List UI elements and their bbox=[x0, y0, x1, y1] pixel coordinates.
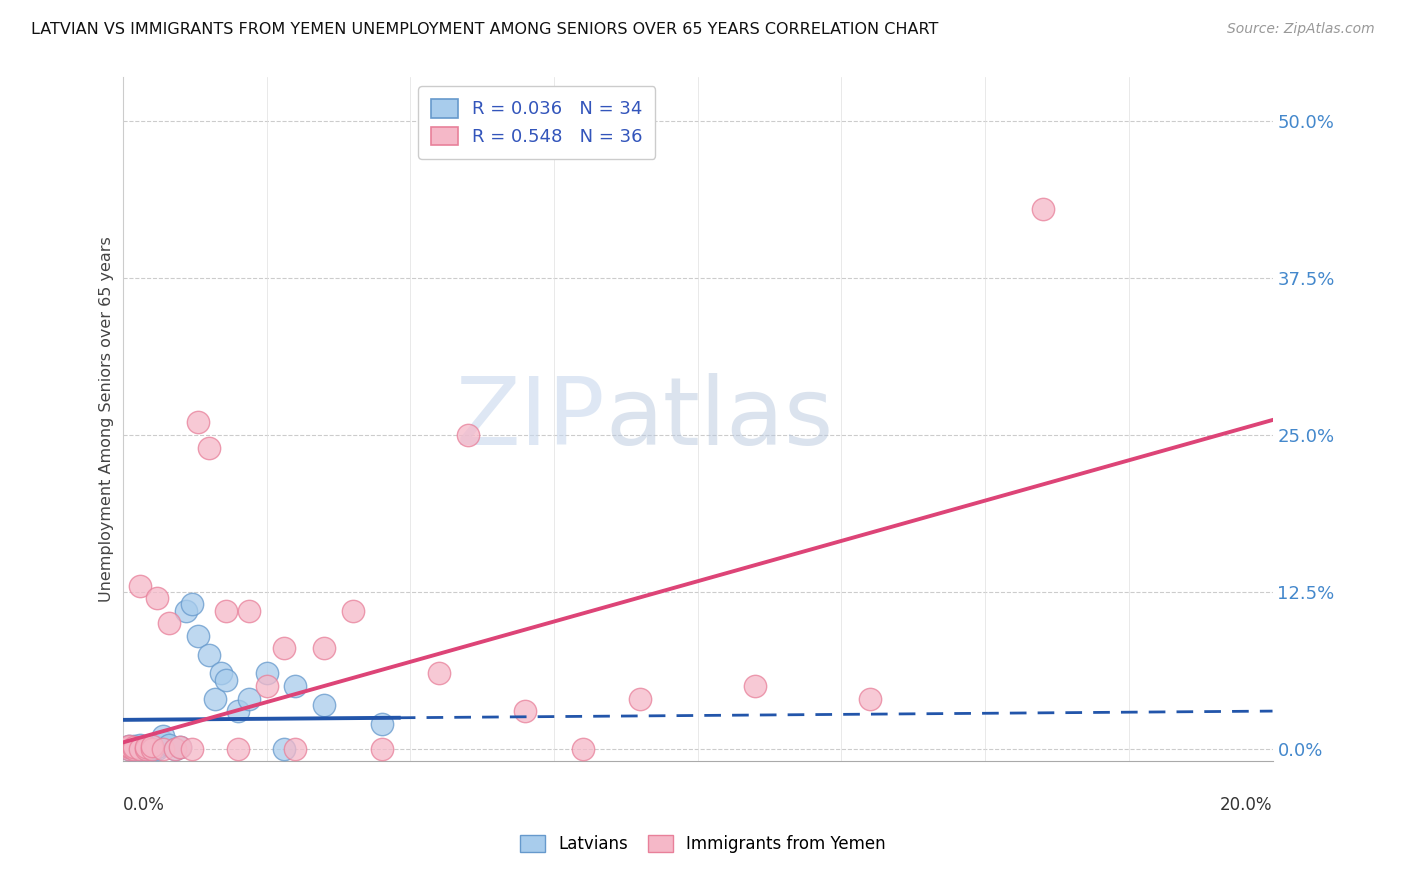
Point bbox=[209, 666, 232, 681]
Point bbox=[370, 716, 392, 731]
Point bbox=[124, 739, 146, 754]
Point bbox=[370, 741, 392, 756]
Point bbox=[146, 591, 169, 606]
Point bbox=[117, 739, 139, 754]
Point bbox=[163, 741, 186, 756]
Point bbox=[152, 729, 174, 743]
Point bbox=[198, 648, 221, 662]
Text: LATVIAN VS IMMIGRANTS FROM YEMEN UNEMPLOYMENT AMONG SENIORS OVER 65 YEARS CORREL: LATVIAN VS IMMIGRANTS FROM YEMEN UNEMPLO… bbox=[31, 22, 938, 37]
Point bbox=[284, 741, 307, 756]
Point bbox=[152, 735, 174, 749]
Point bbox=[141, 741, 163, 756]
Point bbox=[238, 604, 260, 618]
Point bbox=[427, 666, 450, 681]
Point bbox=[117, 741, 139, 756]
Point bbox=[312, 641, 335, 656]
Point bbox=[124, 741, 146, 756]
Point bbox=[571, 741, 593, 756]
Point bbox=[312, 698, 335, 712]
Point bbox=[129, 740, 152, 755]
Point bbox=[628, 691, 651, 706]
Text: 0.0%: 0.0% bbox=[122, 797, 165, 814]
Point bbox=[187, 629, 209, 643]
Point bbox=[515, 704, 537, 718]
Point bbox=[146, 741, 169, 756]
Point bbox=[169, 740, 191, 755]
Point bbox=[226, 741, 249, 756]
Point bbox=[129, 741, 152, 756]
Point bbox=[256, 666, 278, 681]
Point bbox=[129, 741, 152, 756]
Point bbox=[204, 691, 226, 706]
Point bbox=[744, 679, 766, 693]
Point bbox=[129, 738, 152, 752]
Point bbox=[135, 741, 157, 756]
Point bbox=[169, 740, 191, 755]
Point bbox=[273, 741, 295, 756]
Point bbox=[152, 741, 174, 756]
Point bbox=[180, 598, 202, 612]
Point bbox=[117, 739, 139, 754]
Point bbox=[1032, 202, 1054, 217]
Point bbox=[124, 740, 146, 755]
Point bbox=[198, 441, 221, 455]
Point bbox=[174, 604, 197, 618]
Point bbox=[187, 416, 209, 430]
Y-axis label: Unemployment Among Seniors over 65 years: Unemployment Among Seniors over 65 years bbox=[100, 236, 114, 602]
Point bbox=[273, 641, 295, 656]
Point bbox=[215, 604, 238, 618]
Text: Source: ZipAtlas.com: Source: ZipAtlas.com bbox=[1227, 22, 1375, 37]
Point bbox=[859, 691, 882, 706]
Point bbox=[215, 673, 238, 687]
Legend: R = 0.036   N = 34, R = 0.548   N = 36: R = 0.036 N = 34, R = 0.548 N = 36 bbox=[418, 87, 655, 159]
Point bbox=[284, 679, 307, 693]
Point bbox=[238, 691, 260, 706]
Point bbox=[180, 741, 202, 756]
Text: 20.0%: 20.0% bbox=[1220, 797, 1272, 814]
Text: ZIP: ZIP bbox=[456, 374, 606, 466]
Point bbox=[141, 739, 163, 754]
Point bbox=[141, 739, 163, 754]
Text: atlas: atlas bbox=[606, 374, 834, 466]
Point bbox=[146, 740, 169, 755]
Point bbox=[124, 740, 146, 755]
Point bbox=[342, 604, 364, 618]
Point bbox=[124, 741, 146, 756]
Legend: Latvians, Immigrants from Yemen: Latvians, Immigrants from Yemen bbox=[512, 827, 894, 862]
Point bbox=[226, 704, 249, 718]
Point bbox=[157, 738, 180, 752]
Point bbox=[117, 741, 139, 756]
Point bbox=[163, 741, 186, 756]
Point bbox=[129, 579, 152, 593]
Point bbox=[117, 740, 139, 755]
Point bbox=[256, 679, 278, 693]
Point bbox=[135, 740, 157, 755]
Point bbox=[117, 740, 139, 755]
Point bbox=[157, 616, 180, 631]
Point bbox=[135, 741, 157, 756]
Point bbox=[135, 740, 157, 755]
Point bbox=[457, 428, 479, 442]
Point bbox=[141, 741, 163, 756]
